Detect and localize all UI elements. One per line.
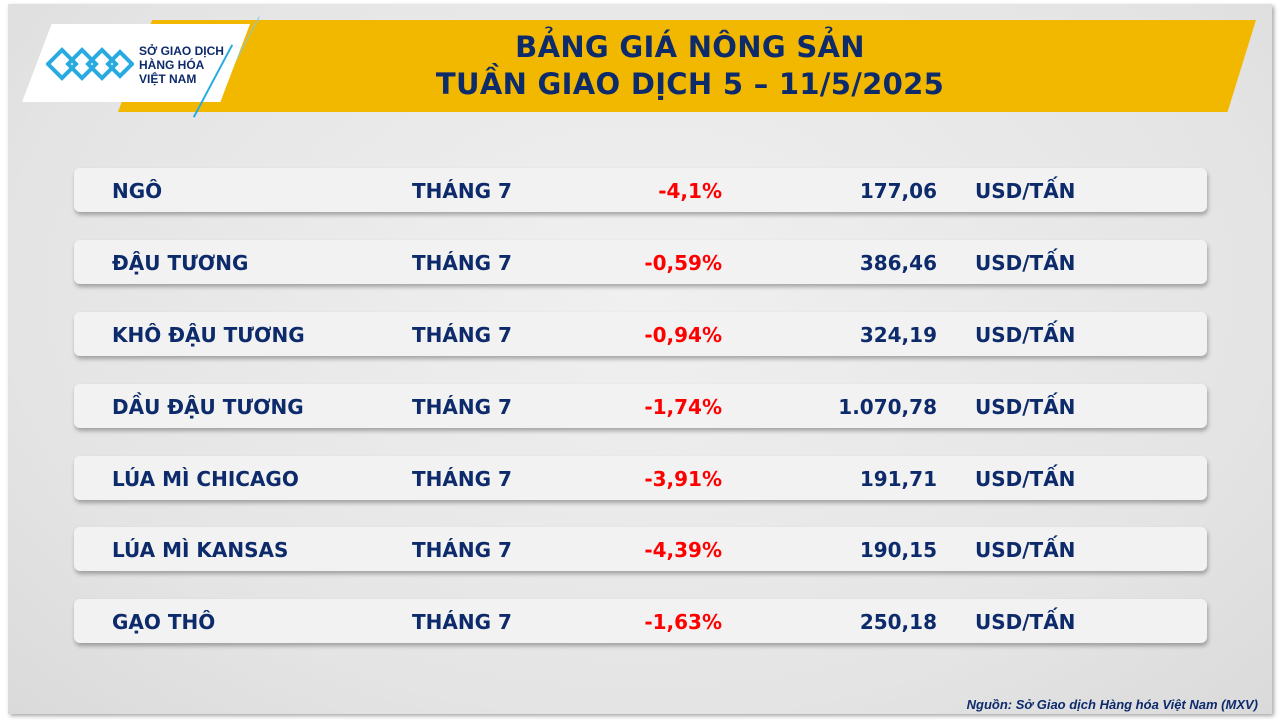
- table-row: LÚA MÌ CHICAGO THÁNG 7 -3,91% 191,71 USD/TẤN: [74, 456, 1207, 500]
- table-row: GẠO THÔ THÁNG 7 -1,63% 250,18 USD/TẤN: [74, 599, 1207, 643]
- contract-month: THÁNG 7: [412, 610, 512, 634]
- source-note: Nguồn: Sở Giao dịch Hàng hóa Việt Nam (M…: [966, 697, 1258, 712]
- price-unit: USD/TẤN: [975, 395, 1076, 419]
- commodity-name: NGÔ: [112, 179, 163, 203]
- commodity-name: GẠO THÔ: [112, 610, 216, 634]
- commodity-name: KHÔ ĐẬU TƯƠNG: [112, 323, 305, 347]
- table-row: ĐẬU TƯƠNG THÁNG 7 -0,59% 386,46 USD/TẤN: [74, 240, 1207, 284]
- price-unit: USD/TẤN: [975, 467, 1076, 491]
- table-row: NGÔ THÁNG 7 -4,1% 177,06 USD/TẤN: [74, 168, 1207, 212]
- table-row: LÚA MÌ KANSAS THÁNG 7 -4,39% 190,15 USD/TẤN: [74, 527, 1207, 571]
- price-unit: USD/TẤN: [975, 538, 1076, 562]
- price-unit: USD/TẤN: [975, 610, 1076, 634]
- price-value: 190,15: [859, 538, 937, 562]
- price-change: -1,63%: [644, 610, 722, 634]
- mxv-logo-icon: [46, 47, 134, 81]
- price-change: -0,94%: [644, 323, 722, 347]
- price-unit: USD/TẤN: [975, 323, 1076, 347]
- contract-month: THÁNG 7: [412, 251, 512, 275]
- commodity-name: LÚA MÌ KANSAS: [112, 538, 289, 562]
- price-value: 386,46: [859, 251, 937, 275]
- commodity-name: DẦU ĐẬU TƯƠNG: [112, 395, 304, 419]
- price-change: -4,39%: [644, 538, 722, 562]
- background-frame: [8, 4, 1272, 714]
- contract-month: THÁNG 7: [412, 467, 512, 491]
- title-banner: [118, 20, 1256, 112]
- contract-month: THÁNG 7: [412, 179, 512, 203]
- price-change: -3,91%: [644, 467, 722, 491]
- price-value: 1.070,78: [838, 395, 937, 419]
- contract-month: THÁNG 7: [412, 395, 512, 419]
- contract-month: THÁNG 7: [412, 323, 512, 347]
- table-row: KHÔ ĐẬU TƯƠNG THÁNG 7 -0,94% 324,19 USD/TẤN: [74, 312, 1207, 356]
- price-change: -4,1%: [658, 179, 722, 203]
- price-value: 177,06: [859, 179, 937, 203]
- contract-month: THÁNG 7: [412, 538, 512, 562]
- commodity-name: ĐẬU TƯƠNG: [112, 251, 249, 275]
- page-subtitle: TUẦN GIAO DỊCH 5 – 11/5/2025: [435, 67, 945, 101]
- logo: SỞ GIAO DỊCH HÀNG HÓA VIỆT NAM: [22, 24, 250, 102]
- price-change: -1,74%: [644, 395, 722, 419]
- commodity-name: LÚA MÌ CHICAGO: [112, 467, 299, 491]
- price-value: 191,71: [859, 467, 937, 491]
- price-value: 324,19: [859, 323, 937, 347]
- logo-text: SỞ GIAO DỊCH HÀNG HÓA VIỆT NAM: [139, 44, 224, 86]
- price-change: -0,59%: [644, 251, 722, 275]
- price-unit: USD/TẤN: [975, 251, 1076, 275]
- price-unit: USD/TẤN: [975, 179, 1076, 203]
- table-row: DẦU ĐẬU TƯƠNG THÁNG 7 -1,74% 1.070,78 USD/TẤ…: [74, 384, 1207, 428]
- price-value: 250,18: [859, 610, 937, 634]
- page-title: BẢNG GIÁ NÔNG SẢN: [515, 30, 865, 64]
